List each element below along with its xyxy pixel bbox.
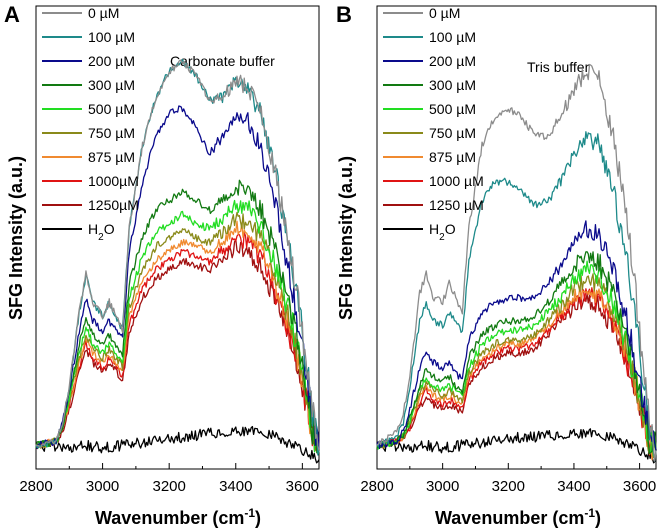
legend-label: 500 µM xyxy=(88,101,135,117)
legend-label: 875 µM xyxy=(429,149,476,165)
legend-label: 875 µM xyxy=(88,149,135,165)
series-line xyxy=(35,179,320,454)
x-tick-label: 2800 xyxy=(19,478,52,495)
series-line xyxy=(376,285,657,461)
panel-b-legend: 0 µM 100 µM 200 µM 300 µM 500 µM 750 µM 875 µM… xyxy=(383,5,484,243)
legend-label: 500 µM xyxy=(429,101,476,117)
series-line xyxy=(35,59,320,451)
series-line xyxy=(376,273,657,459)
legend-label: H2O xyxy=(429,221,456,243)
x-tick-label: 2800 xyxy=(360,478,393,495)
legend-label: 750 µM xyxy=(429,125,476,141)
legend-label: 1000µM xyxy=(88,173,139,189)
legend-label: 1000 µM xyxy=(429,173,484,189)
series-line xyxy=(35,220,320,451)
x-tick-label: 3400 xyxy=(219,478,252,495)
legend-label: 0 µM xyxy=(429,5,460,21)
panel-a-annotation: Carbonate buffer xyxy=(170,53,275,69)
x-tick-label: 3600 xyxy=(286,478,319,495)
series-line xyxy=(35,105,320,451)
legend-label: 200 µM xyxy=(429,53,476,69)
legend-label: 300 µM xyxy=(88,77,135,93)
series-line xyxy=(35,58,320,456)
series-line xyxy=(376,251,657,455)
legend-label: 100 µM xyxy=(88,29,135,45)
legend-label: 750 µM xyxy=(88,125,135,141)
panel-b: B Tris buffer 2800 3000 3200 3400 3600 0 µM 1… xyxy=(336,2,657,528)
series-line xyxy=(376,131,657,462)
panel-a: A Carbonate buffer 2800 3000 3200 3400 3600 … xyxy=(4,2,320,528)
panel-a-x-axis-title: Wavenumber (cm-1) xyxy=(95,506,261,528)
x-tick-label: 3200 xyxy=(492,478,525,495)
series-line xyxy=(376,287,657,460)
legend-label: 1250µM xyxy=(88,197,139,213)
x-tick-label: 3600 xyxy=(623,478,656,495)
x-tick-label: 3200 xyxy=(152,478,185,495)
legend-label: 300 µM xyxy=(429,77,476,93)
legend-label: 0 µM xyxy=(88,5,119,21)
legend-label: H2O xyxy=(88,221,115,243)
series-line xyxy=(35,199,320,454)
panel-a-series-layer xyxy=(35,58,320,464)
series-line xyxy=(376,63,657,462)
series-line xyxy=(376,428,657,464)
x-tick-label: 3400 xyxy=(557,478,590,495)
panel-b-label: B xyxy=(336,2,352,27)
legend-label: 1250 µM xyxy=(429,197,484,213)
x-tick-label: 3000 xyxy=(426,478,459,495)
legend-label: 100 µM xyxy=(429,29,476,45)
panel-b-x-ticks: 2800 3000 3200 3400 3600 xyxy=(360,463,656,495)
panel-b-series-layer xyxy=(376,63,657,464)
panel-a-plot-frame xyxy=(35,5,320,470)
panel-b-x-axis-title: Wavenumber (cm-1) xyxy=(435,506,601,528)
legend-label: 200 µM xyxy=(88,53,135,69)
x-tick-label: 3000 xyxy=(86,478,119,495)
panel-b-annotation: Tris buffer xyxy=(527,59,590,75)
panel-b-plot-frame xyxy=(376,5,657,470)
series-line xyxy=(35,425,320,464)
panel-a-label: A xyxy=(4,2,20,27)
panel-a-y-axis-title: SFG Intensity (a.u.) xyxy=(6,156,26,320)
panel-b-y-axis-title: SFG Intensity (a.u.) xyxy=(336,156,356,320)
series-line xyxy=(376,260,657,457)
panel-a-legend: 0 µM 100 µM 200 µM 300 µM 500 µM 750 µM 875 µM… xyxy=(42,5,139,243)
panel-a-x-ticks: 2800 3000 3200 3400 3600 xyxy=(19,463,319,495)
series-line xyxy=(376,220,657,451)
